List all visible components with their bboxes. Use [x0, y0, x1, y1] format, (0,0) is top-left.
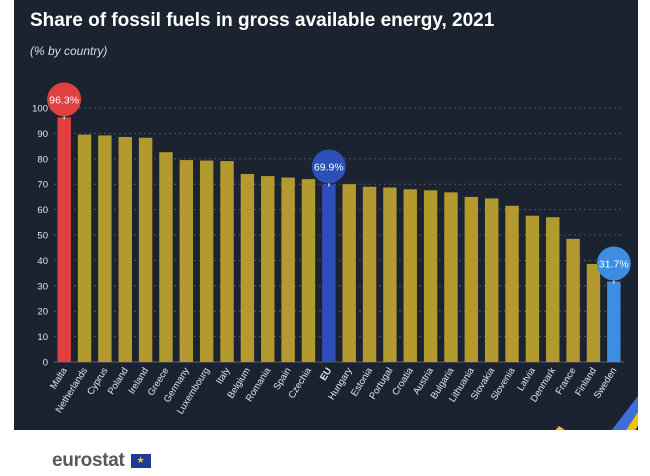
bar-eu [322, 184, 336, 362]
bar-portugal [383, 187, 397, 362]
bar-romania [261, 176, 275, 362]
bar-slovenia [505, 205, 519, 362]
brand-name: eurostat [52, 450, 125, 471]
y-tick-label: 20 [37, 307, 48, 318]
y-tick-label: 60 [37, 205, 48, 216]
eu-flag-icon [130, 453, 151, 468]
bar-spain [281, 177, 295, 362]
bar-latvia [525, 215, 540, 362]
callout-bubble [311, 149, 346, 184]
y-tick-label: 30 [37, 281, 48, 292]
bar-luxembourg [199, 160, 214, 362]
chart-card: Share of fossil fuels in gross available… [14, 0, 638, 476]
data-label: 96.3% [49, 94, 79, 106]
bar-denmark [546, 217, 560, 362]
data-label: 69.9% [314, 161, 344, 173]
y-tick-label: 90 [37, 129, 48, 140]
bar-estonia [362, 186, 377, 362]
bar-germany [179, 160, 194, 362]
bar-hungary [342, 184, 356, 362]
bar-slovakia [484, 198, 499, 362]
y-tick-label: 40 [37, 256, 48, 267]
bar-belgium [240, 174, 255, 362]
bar-cyprus [98, 135, 112, 362]
eurostat-logo: eurostat [52, 450, 151, 472]
bar-ireland [138, 137, 153, 362]
footer-band [14, 430, 638, 476]
bar-croatia [403, 189, 417, 362]
callout-bubble [47, 82, 82, 117]
x-tick-label: Poland [106, 366, 131, 397]
y-tick-label: 100 [32, 104, 48, 115]
chart-title: Share of fossil fuels in gross available… [30, 10, 495, 31]
x-tick-label: EU [318, 366, 334, 383]
bar-netherlands [77, 134, 92, 362]
bar-bulgaria [444, 192, 458, 362]
bar-france [566, 238, 580, 362]
bar-greece [159, 152, 173, 362]
bar-austria [423, 190, 438, 362]
y-tick-label: 10 [37, 332, 48, 343]
bar-sweden [607, 281, 621, 362]
callout-bubble [596, 246, 631, 281]
bar-poland [118, 136, 132, 362]
x-tick-label: Italy [214, 366, 233, 387]
bar-malta [57, 117, 71, 362]
data-label: 31.7% [599, 258, 629, 270]
y-tick-label: 0 [43, 358, 48, 369]
y-tick-label: 70 [37, 180, 48, 191]
chart-subtitle: (% by country) [30, 44, 108, 58]
bar-italy [220, 161, 234, 362]
y-tick-label: 50 [37, 231, 48, 242]
bar-czechia [301, 179, 316, 362]
y-tick-label: 80 [37, 154, 48, 165]
bar-finland [586, 263, 601, 362]
bar-lithuania [464, 196, 479, 362]
